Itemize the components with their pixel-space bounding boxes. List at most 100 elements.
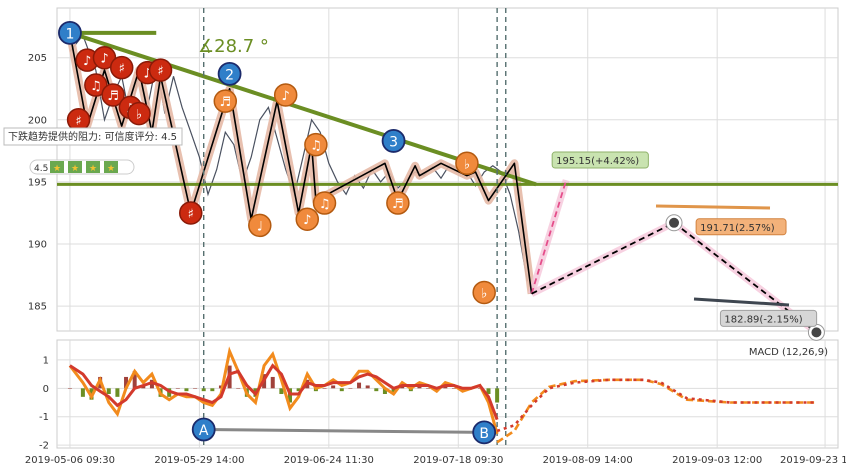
score-star-icon: ★ bbox=[71, 164, 79, 174]
pattern-note-marker bbox=[179, 201, 203, 225]
x-tick-label: 2019-09-03 12:00 bbox=[672, 455, 762, 466]
pattern-note-marker bbox=[213, 89, 238, 113]
pivot-label: 2 bbox=[225, 67, 234, 83]
score-star-icon: ★ bbox=[107, 164, 115, 174]
pattern-note-marker bbox=[295, 207, 320, 231]
pattern-note-marker bbox=[386, 191, 410, 215]
divergence-point-label: A bbox=[199, 423, 209, 439]
pattern-note-marker bbox=[472, 280, 496, 305]
score-value: 4.5 bbox=[34, 164, 48, 174]
macd-histogram-bar bbox=[296, 388, 301, 392]
pattern-note-glyph: ♯ bbox=[188, 207, 194, 222]
pivot-marker bbox=[217, 61, 242, 86]
macd-histogram-bar bbox=[279, 388, 284, 394]
divergence-point-marker bbox=[191, 417, 216, 442]
macd-histogram-bar bbox=[270, 376, 275, 389]
macd-y-tick-label: -2 bbox=[39, 441, 49, 452]
pattern-note-glyph: ♬ bbox=[219, 95, 231, 110]
macd-histogram-bar bbox=[132, 371, 137, 389]
target-dot bbox=[669, 217, 680, 228]
pivot-label: 3 bbox=[389, 134, 398, 150]
pivot-label: 1 bbox=[65, 26, 74, 42]
score-star-box bbox=[86, 161, 100, 173]
projection-mid-line bbox=[531, 221, 675, 295]
score-star-box bbox=[68, 161, 82, 173]
projection-up-band bbox=[528, 179, 570, 295]
macd-histogram-bar bbox=[184, 388, 189, 392]
macd-histogram-bar bbox=[426, 388, 431, 389]
target-arrow-low bbox=[693, 297, 790, 307]
x-tick-label: 2019-06-24 11:30 bbox=[284, 455, 374, 466]
macd-y-tick-label: 0 bbox=[43, 384, 49, 395]
divergence-point-label: B bbox=[479, 426, 489, 442]
resistance-callout-box bbox=[3, 127, 183, 146]
macd-title: MACD (12,26,9) bbox=[749, 347, 828, 358]
macd-histogram-bar bbox=[495, 388, 500, 403]
price-y-tick-label: 205 bbox=[28, 53, 47, 64]
macd-histogram-bar bbox=[124, 376, 129, 389]
divergence-line bbox=[203, 428, 485, 434]
x-tick-label: 2019-05-29 14:00 bbox=[154, 455, 244, 466]
pattern-note-glyph: ♪ bbox=[100, 52, 108, 67]
pattern-note-glyph: ♭ bbox=[481, 286, 487, 301]
pattern-note-glyph: ♭ bbox=[464, 157, 470, 172]
pattern-note-glyph: ♪ bbox=[83, 54, 91, 69]
price-y-tick-label: 185 bbox=[28, 302, 47, 313]
macd-histogram-bar bbox=[193, 388, 198, 389]
macd-histogram-bar bbox=[451, 388, 456, 389]
macd-y-tick-label: -1 bbox=[39, 412, 49, 423]
score-star-box bbox=[104, 161, 118, 173]
macd-histogram-bar bbox=[175, 388, 180, 389]
annotation-box bbox=[551, 151, 649, 169]
pattern-note-glyph: ♭ bbox=[136, 108, 142, 123]
pattern-note-marker bbox=[273, 83, 298, 107]
macd-histogram-bar bbox=[210, 388, 215, 392]
macd-histogram-bar bbox=[486, 388, 491, 394]
pivot-marker bbox=[381, 129, 406, 153]
macd-histogram-bar bbox=[322, 388, 327, 389]
macd-histogram-bar bbox=[115, 388, 120, 397]
macd-histogram-bar bbox=[80, 388, 85, 397]
pattern-note-glyph: ♬ bbox=[107, 89, 119, 104]
pattern-note-marker bbox=[127, 101, 151, 126]
score-star-icon: ★ bbox=[89, 164, 97, 174]
macd-histogram-bar bbox=[106, 388, 111, 394]
macd-histogram-bar bbox=[391, 388, 396, 394]
target-dot bbox=[811, 327, 822, 338]
pattern-note-glyph: ♯ bbox=[75, 114, 81, 129]
x-tick-label: 2019-09-23 11:00 bbox=[780, 455, 846, 466]
trend-angle-label: ∡28.7 ° bbox=[198, 36, 269, 57]
macd-signal-line bbox=[69, 363, 499, 421]
annotation-text: 182.89(-2.15%) bbox=[724, 314, 802, 325]
divergence-point-marker bbox=[472, 420, 497, 445]
pattern-note-marker bbox=[101, 83, 125, 107]
macd-histogram-bar bbox=[236, 388, 241, 389]
annotation-box bbox=[695, 218, 787, 236]
annotation-text: 191.71(2.57%) bbox=[700, 223, 775, 234]
pattern-note-glyph: ♯ bbox=[119, 62, 125, 77]
price-y-tick-label: 195 bbox=[28, 177, 47, 188]
pattern-note-glyph: ♬ bbox=[392, 197, 404, 212]
macd-y-tick-label: 1 bbox=[43, 355, 49, 366]
macd-histogram-bar bbox=[339, 388, 344, 392]
macd-histogram-bar bbox=[67, 388, 72, 389]
price-y-tick-label: 200 bbox=[28, 115, 47, 126]
macd-panel-frame bbox=[56, 339, 839, 449]
pattern-note-glyph: ♩ bbox=[257, 219, 263, 234]
macd-histogram-bar bbox=[357, 382, 362, 389]
target-arrow-mid bbox=[655, 204, 771, 210]
annotation-box bbox=[719, 309, 818, 327]
score-star-box bbox=[50, 161, 64, 173]
pattern-note-marker bbox=[248, 213, 272, 238]
x-tick-label: 2019-07-18 09:30 bbox=[413, 455, 503, 466]
pattern-note-marker bbox=[304, 132, 328, 157]
pattern-note-marker bbox=[455, 151, 479, 176]
macd-histogram-bar bbox=[348, 388, 353, 389]
pattern-note-glyph: ♫ bbox=[319, 197, 331, 212]
price-y-tick-label: 190 bbox=[28, 240, 47, 251]
macd-histogram-bar bbox=[331, 385, 336, 389]
macd-histogram-bar bbox=[374, 388, 379, 392]
annotation-text: 195.15(+4.42%) bbox=[556, 156, 639, 167]
